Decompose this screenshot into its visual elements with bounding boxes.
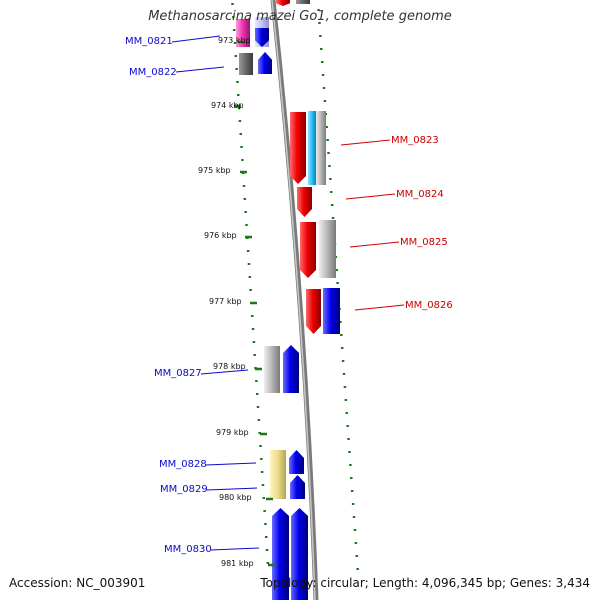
ruler-label: 978 kbp [213, 362, 246, 371]
gene-leader-line [171, 35, 221, 43]
gene-label-mm-0828[interactable]: MM_0828 [159, 459, 207, 470]
feature-mm0829-arrow [290, 475, 305, 499]
gene-label-mm-0827[interactable]: MM_0827 [154, 368, 202, 379]
gene-leader-line [340, 139, 391, 146]
gene-leader-line [206, 487, 258, 491]
feature-mm0821-pink [236, 19, 250, 47]
feature-mm0822-arrow [258, 52, 272, 74]
gene-leader-line [175, 66, 225, 73]
backbone-highlight [271, 0, 316, 600]
ruler-ticks-left [231, 3, 270, 564]
feature-mm0828-arrow [289, 450, 304, 474]
gene-label-mm-0822[interactable]: MM_0822 [129, 67, 177, 78]
gene-leader-line [200, 369, 249, 375]
feature-mm0830-arrow2 [291, 508, 308, 600]
genome-summary: Topology: circular; Length: 4,096,345 bp… [260, 576, 590, 590]
accession-label: Accession: NC_003901 [9, 576, 146, 590]
feature-mm0826-arrow [306, 289, 321, 334]
gene-leader-line [349, 241, 400, 248]
gene-label-mm-0825[interactable]: MM_0825 [400, 237, 448, 248]
gene-leader-line [345, 193, 396, 200]
gene-features [236, 0, 340, 600]
feature-mm0825-gray [319, 220, 336, 278]
gene-leader-line [205, 462, 257, 466]
backbone-line [270, 0, 319, 600]
feature-mm0827-gray [264, 346, 280, 393]
feature-mm0823-gray [316, 111, 326, 185]
map-title: Methanosarcina mazei Go1, complete genom… [148, 9, 452, 24]
feature-mm0822-gray [239, 53, 253, 75]
ruler-label: 975 kbp [198, 166, 231, 175]
ruler-label: 973 kbp [218, 36, 251, 45]
gene-label-mm-0821[interactable]: MM_0821 [125, 36, 173, 47]
gene-label-mm-0829[interactable]: MM_0829 [160, 484, 208, 495]
gene-leader-line [210, 547, 260, 551]
feature-top-block [296, 0, 310, 4]
ruler-label: 980 kbp [219, 493, 252, 502]
gene-label-mm-0826[interactable]: MM_0826 [405, 300, 453, 311]
ruler-label: 977 kbp [209, 297, 242, 306]
feature-mm0828-yellow [270, 450, 286, 499]
genome-band [227, 0, 365, 600]
feature-mm0821-arrow [255, 28, 269, 47]
gene-label-mm-0823[interactable]: MM_0823 [391, 135, 439, 146]
ruler-label: 979 kbp [216, 428, 249, 437]
ruler-label: 976 kbp [204, 231, 237, 240]
feature-mm0827-arrow [283, 345, 299, 393]
gene-labels: MM_0821 MM_0822 MM_0823 MM_0824 MM_0825 MM_08… [125, 35, 453, 555]
feature-top-arrow [276, 0, 290, 6]
gene-leader-line [354, 304, 405, 311]
ruler-labels: 973 kbp 974 kbp 975 kbp 976 kbp 977 kbp 978 k… [198, 36, 275, 568]
gene-label-mm-0830[interactable]: MM_0830 [164, 544, 212, 555]
feature-mm0823-arrow [290, 112, 306, 184]
gene-label-mm-0824[interactable]: MM_0824 [396, 189, 444, 200]
ruler-label: 974 kbp [211, 101, 244, 110]
feature-mm0823-cyan [308, 111, 317, 185]
feature-mm0826-blue [323, 288, 340, 334]
feature-mm0830-arrow [272, 508, 289, 600]
feature-mm0824-arrow [297, 187, 312, 217]
feature-mm0825-arrow [300, 222, 316, 278]
ruler-label: 981 kbp [221, 559, 254, 568]
